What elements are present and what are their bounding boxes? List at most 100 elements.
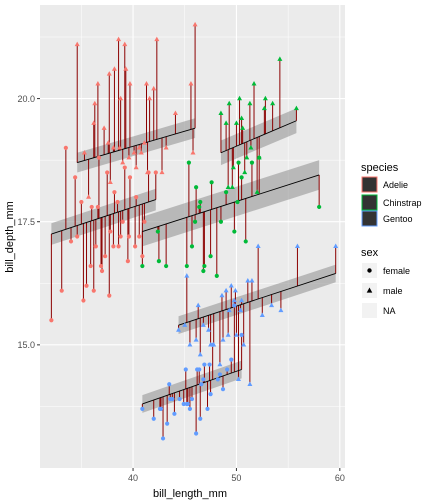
data-point [194, 431, 199, 436]
y-tick-label: 17.5 [17, 217, 35, 227]
data-point [200, 322, 206, 327]
data-point [239, 115, 245, 120]
data-point [84, 283, 89, 288]
data-point [269, 302, 275, 308]
data-point [254, 189, 260, 194]
legend-label-chinstrap: Chinstrap [383, 198, 422, 208]
data-point [185, 401, 190, 407]
data-point [107, 179, 113, 185]
data-point [255, 243, 261, 249]
data-point [140, 254, 145, 259]
data-point [49, 318, 54, 323]
data-point [193, 337, 199, 342]
x-tick-label: 40 [128, 473, 138, 483]
data-point [176, 327, 182, 332]
data-point [232, 229, 237, 234]
data-point [239, 175, 244, 180]
fit-line [142, 174, 320, 233]
data-point [120, 219, 125, 224]
data-point [256, 154, 262, 160]
data-point [110, 145, 116, 150]
data-point [106, 71, 112, 76]
data-point [293, 105, 299, 111]
data-point [103, 254, 108, 259]
data-point [197, 204, 202, 210]
data-point [259, 312, 265, 318]
data-point [147, 95, 153, 101]
data-point [201, 268, 206, 274]
data-point [225, 184, 231, 189]
data-point [107, 293, 112, 298]
data-point [251, 81, 257, 86]
legend-label-adelie: Adelie [383, 180, 408, 190]
data-point [219, 292, 225, 298]
data-point [165, 421, 170, 426]
data-point [133, 244, 138, 249]
fit-line [142, 369, 242, 405]
data-point [172, 110, 178, 116]
data-point [199, 382, 204, 387]
data-point [163, 145, 169, 150]
x-tick-label: 60 [335, 473, 345, 483]
data-point [75, 234, 80, 239]
data-point [232, 287, 238, 293]
data-point [81, 149, 87, 155]
data-point [229, 184, 235, 189]
data-point [189, 244, 195, 249]
data-point [143, 81, 149, 86]
legend-item-gentoo: Gentoo [361, 210, 413, 227]
data-point [155, 229, 160, 234]
data-point [115, 199, 120, 205]
data-point [151, 85, 157, 91]
data-point [123, 66, 129, 71]
data-point [116, 244, 121, 249]
data-point [86, 194, 92, 199]
legend-item-female: female [362, 263, 410, 278]
data-point [208, 392, 213, 397]
data-point [262, 95, 268, 101]
data-point [105, 170, 110, 175]
data-point [122, 41, 128, 47]
data-point [261, 105, 267, 111]
legend-label-male: male [383, 286, 403, 296]
data-point [122, 165, 127, 170]
data-point [236, 160, 241, 165]
legend-item-adelie: Adelie [361, 176, 408, 193]
data-point [317, 204, 322, 210]
data-point [120, 159, 126, 165]
data-point [118, 95, 124, 101]
data-point [218, 219, 224, 224]
data-point [225, 332, 231, 337]
data-point [187, 406, 193, 411]
data-point [182, 322, 188, 327]
data-point [214, 273, 219, 279]
data-point [228, 282, 234, 288]
data-point [145, 169, 151, 175]
data-point [151, 416, 156, 421]
data-point [167, 382, 172, 387]
legend-species: species Adelie Chinstrap Gentoo [361, 162, 422, 227]
data-point [73, 175, 78, 180]
data-point [202, 263, 207, 269]
data-point [164, 263, 169, 269]
data-point [270, 100, 276, 106]
data-point [245, 278, 251, 283]
points-layer [49, 21, 339, 441]
data-point [81, 298, 86, 303]
data-point [142, 219, 147, 224]
data-point [137, 234, 142, 239]
x-axis-label: bill_length_mm [153, 488, 227, 500]
data-point [220, 337, 226, 342]
data-point [232, 303, 237, 308]
data-point [118, 234, 123, 239]
data-point [136, 145, 142, 150]
data-point [244, 154, 250, 160]
data-point [88, 263, 93, 269]
data-point [249, 278, 255, 283]
data-point [241, 342, 247, 347]
data-point [220, 387, 226, 392]
data-point [188, 81, 194, 86]
data-point [181, 401, 186, 407]
data-point [160, 436, 166, 441]
